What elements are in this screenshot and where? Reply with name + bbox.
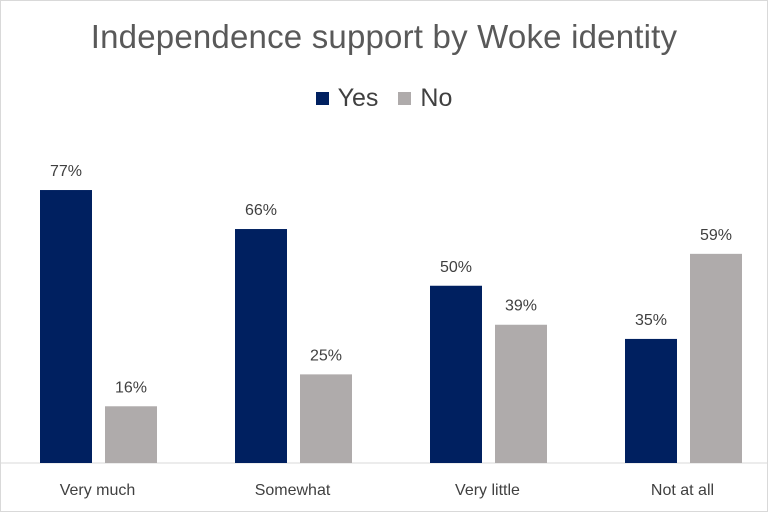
chart-legend: Yes No [0,84,768,113]
bars-group [40,190,742,463]
bar-no-not-at-all [690,253,742,463]
bar-yes-somewhat [235,229,287,463]
legend-label-no: No [420,84,453,112]
value-label-no-somewhat: 25% [310,347,342,364]
bar-no-somewhat [300,374,352,463]
legend-swatch-no [398,92,412,105]
legend-item-yes: Yes [315,84,379,113]
value-label-yes-not-at-all: 35% [635,312,667,329]
value-labels-group: 77% 16% 66% 25% 50% 39% 35% 59% [50,163,732,396]
bar-no-very-much [105,406,157,463]
legend-label-yes: Yes [337,84,379,112]
value-label-no-not-at-all: 59% [700,227,732,244]
chart-title: Independence support by Woke identity [90,18,678,55]
legend-item-no: No [398,84,452,113]
value-label-no-very-much: 16% [115,379,147,396]
value-label-yes-very-much: 77% [50,163,82,180]
bar-yes-not-at-all [625,338,677,463]
category-label-very-little: Very little [455,482,520,499]
value-label-no-very-little: 39% [505,298,537,315]
category-label-somewhat: Somewhat [255,482,331,499]
value-label-yes-very-little: 50% [440,259,472,276]
value-label-yes-somewhat: 66% [245,202,277,219]
bar-yes-very-little [430,285,482,463]
legend-swatch-yes [315,92,329,105]
category-label-very-much: Very much [60,482,136,499]
bar-yes-very-much [40,190,92,463]
category-labels-group: Very much Somewhat Very little Not at all [60,482,714,499]
bar-no-very-little [495,324,547,463]
category-label-not-at-all: Not at all [651,482,714,499]
